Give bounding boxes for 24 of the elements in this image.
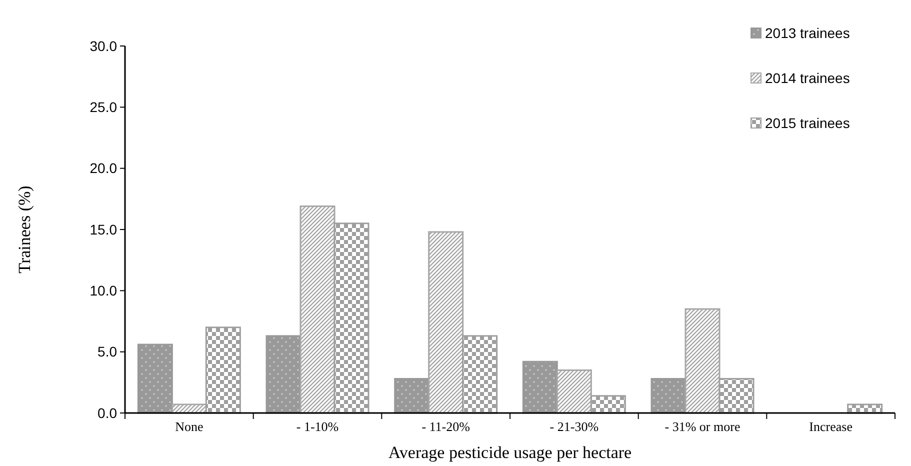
x-tick-label: - 31% or more	[664, 419, 740, 434]
y-tick-label: 15.0	[90, 221, 118, 238]
x-tick-label: None	[175, 419, 204, 434]
y-tick-label: 25.0	[90, 99, 118, 116]
bar	[137, 344, 173, 414]
bar	[522, 360, 558, 414]
bar	[847, 404, 883, 414]
x-axis-title: Average pesticide usage per hectare	[388, 443, 632, 462]
y-tick-label: 0.0	[98, 404, 118, 421]
bar	[650, 378, 686, 414]
bar	[394, 378, 430, 414]
bar	[266, 335, 302, 414]
y-axis-title: Trainees (%)	[15, 186, 34, 274]
y-tick-label: 10.0	[90, 282, 118, 299]
y-tick-label: 30.0	[90, 38, 118, 54]
x-tick-label: Increase	[809, 419, 853, 434]
y-tick-label: 20.0	[90, 160, 118, 176]
x-tick-label: - 21-30%	[550, 419, 599, 434]
legend-label: 2013 trainees	[765, 24, 850, 41]
x-tick-label: - 11-20%	[422, 419, 470, 434]
legend-label: 2014 trainees	[765, 70, 850, 86]
legend-label: 2015 trainees	[765, 114, 850, 131]
y-tick-label: 5.0	[98, 344, 118, 360]
x-tick-label: - 1-10%	[296, 419, 339, 434]
